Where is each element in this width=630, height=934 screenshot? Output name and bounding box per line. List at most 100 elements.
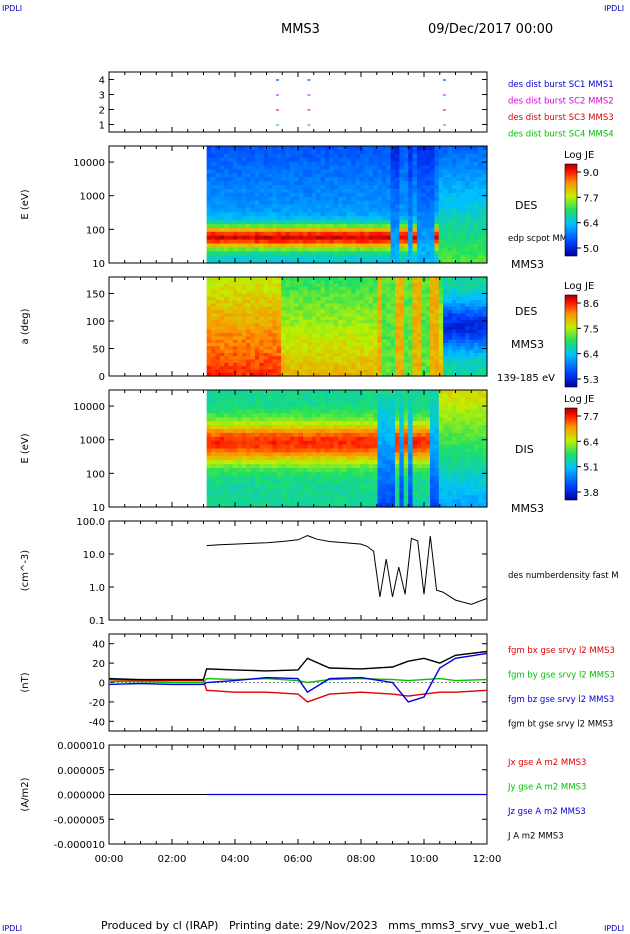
des-pitch-cell	[263, 286, 269, 291]
des-energy-cell	[329, 212, 335, 217]
des-energy-cell	[377, 231, 383, 237]
dis-energy-cell	[224, 503, 230, 508]
dis-energy-cell	[320, 444, 326, 450]
des-energy-cell	[364, 192, 370, 198]
des-pitch-cell	[421, 296, 427, 301]
dis-energy-cell	[219, 460, 225, 465]
des-energy-cell	[206, 192, 212, 198]
des-pitch-cell	[215, 283, 221, 288]
des-pitch-cell	[333, 323, 339, 328]
des-energy-cell	[469, 157, 475, 163]
des-energy-cell	[281, 255, 287, 260]
des-pitch-cell	[425, 319, 431, 324]
des-pitch-cell	[267, 306, 273, 311]
des-pitch-cell	[232, 293, 238, 298]
des-pitch-cell	[368, 283, 374, 288]
des-energy-cell	[421, 169, 427, 174]
des-energy-cell	[324, 165, 330, 170]
des-pitch-cell	[333, 369, 339, 374]
des-pitch-cell	[465, 277, 471, 281]
des-energy-cell	[303, 259, 308, 264]
des-pitch-cell	[403, 333, 409, 337]
des-energy-cell	[430, 177, 436, 182]
des-pitch-cell	[250, 296, 256, 301]
des-pitch-cell	[303, 286, 308, 291]
des-energy-cell	[219, 243, 225, 248]
dis-energy-cell	[320, 393, 326, 399]
des-pitch-cell	[333, 293, 339, 298]
des-pitch-cell	[421, 306, 427, 311]
des-energy-cell	[342, 153, 348, 159]
des-energy-cell	[342, 235, 348, 241]
dis-energy-cell	[228, 390, 234, 395]
des-energy-cell	[342, 208, 348, 213]
des-energy-cell	[294, 255, 300, 260]
des-energy-cell	[346, 185, 352, 190]
dis-energy-cell	[254, 491, 260, 496]
des-energy-cell	[438, 216, 444, 221]
dis-energy-cell	[298, 390, 304, 395]
des-pitch-cell	[215, 346, 221, 351]
des-pitch-cell	[364, 366, 370, 370]
des-energy-cell	[303, 243, 308, 248]
des-pitch-cell	[403, 306, 409, 311]
des-energy-cell	[443, 157, 449, 163]
des-pitch-cell	[224, 323, 230, 328]
dis-energy-cell	[272, 413, 278, 418]
des-energy-cell	[224, 161, 230, 167]
des-pitch-cell	[364, 316, 370, 321]
des-pitch-cell	[443, 329, 449, 334]
des-energy-cell	[395, 173, 400, 178]
des-pitch-cell	[228, 326, 234, 331]
des-pitch-cell	[272, 372, 278, 377]
des-energy-cell	[447, 208, 453, 213]
des-pitch-cell	[206, 323, 212, 328]
des-pitch-cell	[237, 346, 243, 351]
des-pitch-cell	[359, 313, 365, 318]
des-energy-sublabel: edp scpot MMS3	[508, 234, 578, 244]
des-pitch-cell	[425, 316, 431, 321]
des-pitch-cell	[408, 319, 414, 324]
des-energy-cell	[259, 153, 265, 159]
des-pitch-cell	[443, 369, 449, 374]
des-pitch-cell	[478, 326, 484, 331]
des-energy-cell	[303, 146, 308, 151]
des-pitch-cell	[368, 336, 374, 341]
des-pitch-cell	[241, 343, 247, 347]
des-energy-cell	[359, 216, 365, 221]
des-pitch-cell	[232, 280, 238, 285]
des-energy-cell	[482, 192, 488, 198]
des-energy-cell	[408, 259, 414, 264]
des-energy-cell	[469, 251, 475, 256]
des-pitch-cell	[206, 352, 212, 357]
des-pitch-cell	[333, 286, 339, 291]
des-energy-cell	[399, 235, 405, 241]
des-pitch-cell	[395, 359, 400, 364]
des-pitch-cell	[434, 290, 440, 295]
des-pitch-cell	[224, 303, 230, 308]
dis-energy-cell	[324, 491, 330, 496]
des-energy-cell	[456, 212, 462, 217]
dis-energy-cell	[263, 495, 269, 500]
des-energy-cell	[456, 181, 462, 186]
des-energy-cell	[285, 204, 291, 209]
des-pitch-cell	[333, 313, 339, 318]
des-pitch-y-tick-label: 100	[86, 317, 105, 328]
des-pitch-cell	[294, 323, 300, 328]
des-pitch-cell	[443, 366, 449, 370]
des-pitch-cell	[219, 277, 225, 281]
des-energy-cell	[425, 173, 431, 178]
dis-energy-cell	[316, 471, 322, 477]
des-energy-cell	[320, 255, 326, 260]
des-energy-cell	[224, 200, 230, 206]
des-pitch-cell	[460, 369, 466, 374]
des-energy-cell	[421, 157, 427, 163]
des-pitch-cell	[316, 296, 322, 301]
des-pitch-cell	[443, 280, 449, 285]
dis-energy-cell	[206, 471, 212, 477]
dis-energy-cell	[254, 483, 260, 489]
des-energy-cell	[241, 177, 247, 182]
des-energy-cell	[469, 208, 475, 213]
des-pitch-cell	[250, 343, 256, 347]
des-energy-cell	[373, 200, 379, 206]
